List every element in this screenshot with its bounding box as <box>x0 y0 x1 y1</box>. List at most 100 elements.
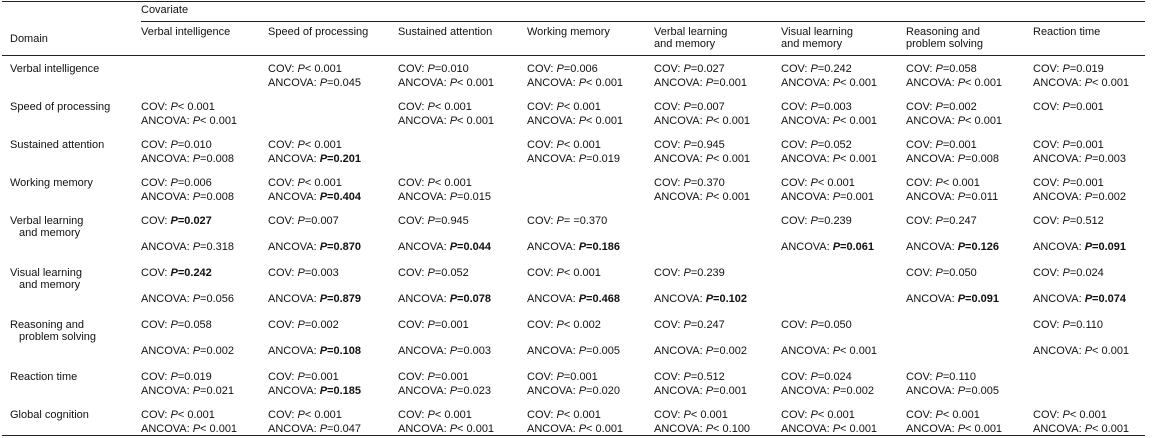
stat-label: COV: <box>906 371 933 383</box>
p-symbol: P <box>427 101 435 113</box>
p-value: < 0.001 <box>1069 409 1107 421</box>
p-value: < 0.001 <box>434 101 472 113</box>
p-value: < 0.001 <box>434 409 472 421</box>
ancova-line: ANCOVA: P=0.044 <box>398 241 491 254</box>
stat-label: ANCOVA: <box>781 345 830 357</box>
p-symbol: P <box>578 293 587 305</box>
cov-line: COV: P< 0.001 <box>527 267 601 280</box>
header-rule <box>2 55 1145 56</box>
stat-label: COV: <box>781 409 808 421</box>
stat-label: COV: <box>1033 215 1060 227</box>
ancova-line: ANCOVA: P=0.023 <box>398 385 491 398</box>
stat-label: ANCOVA: <box>781 77 830 89</box>
p-value: =0.007 <box>690 101 725 113</box>
stat-label: ANCOVA: <box>141 241 190 253</box>
stat-label: COV: <box>1033 63 1060 75</box>
p-value: =0.102 <box>713 293 747 305</box>
p-value: =0.110 <box>1069 319 1103 331</box>
p-value: < 0.002 <box>563 319 601 331</box>
ancova-line: ANCOVA: P=0.404 <box>268 191 361 204</box>
ancova-line: ANCOVA: P< 0.001 <box>781 77 877 90</box>
domain-label: problem solving <box>19 331 97 343</box>
stat-label: ANCOVA: <box>398 241 447 253</box>
p-symbol: P <box>1084 293 1093 305</box>
stat-label: ANCOVA: <box>527 153 576 165</box>
p-symbol: P <box>1062 267 1070 279</box>
p-value: =0.318 <box>200 241 234 253</box>
cov-line: COV: P< 0.001 <box>268 63 342 76</box>
p-symbol: P <box>832 423 841 435</box>
stat-label: COV: <box>398 267 425 279</box>
ancova-line: ANCOVA: P< 0.001 <box>781 115 877 128</box>
p-value: < 0.001 <box>817 409 855 421</box>
stat-label: ANCOVA: <box>906 115 955 127</box>
p-symbol: P <box>297 371 305 383</box>
p-value: =0.110 <box>942 371 976 383</box>
ancova-line: ANCOVA: P=0.021 <box>141 385 234 398</box>
p-symbol: P <box>810 215 818 227</box>
stat-label: ANCOVA: <box>268 385 317 397</box>
p-symbol: P <box>957 153 966 165</box>
p-value: =0.003 <box>817 101 852 113</box>
cov-line: COV: P=0.027 <box>141 215 212 228</box>
p-value: < 0.001 <box>965 77 1003 89</box>
ancova-line: ANCOVA: P=0.091 <box>906 293 999 306</box>
cov-line: COV: P=0.058 <box>141 319 212 332</box>
stat-label: ANCOVA: <box>268 423 317 435</box>
stat-label: COV: <box>268 319 295 331</box>
stat-label: COV: <box>268 215 295 227</box>
p-value: =0.002 <box>713 345 747 357</box>
p-value: < 0.001 <box>177 101 215 113</box>
covariate-rule <box>141 21 1145 22</box>
stat-label: COV: <box>141 177 168 189</box>
p-value: < 0.001 <box>304 63 342 75</box>
cov-line: COV: P=0.019 <box>1033 63 1104 76</box>
p-symbol: P <box>935 101 943 113</box>
p-value: < 0.001 <box>713 153 751 165</box>
p-value: =0.001 <box>713 77 747 89</box>
stat-label: ANCOVA: <box>906 191 955 203</box>
cov-line: COV: P< 0.001 <box>268 139 342 152</box>
stat-label: COV: <box>654 267 681 279</box>
p-symbol: P <box>297 139 305 151</box>
p-symbol: P <box>297 319 305 331</box>
p-value: =0.091 <box>965 293 999 305</box>
stat-label: ANCOVA: <box>654 77 703 89</box>
p-symbol: P <box>832 153 841 165</box>
p-symbol: P <box>427 371 435 383</box>
stat-label: ANCOVA: <box>398 115 447 127</box>
p-symbol: P <box>427 267 435 279</box>
ancova-line: ANCOVA: P=0.011 <box>906 191 998 204</box>
stat-label: COV: <box>1033 319 1060 331</box>
p-value: =0.006 <box>563 63 598 75</box>
stat-label: COV: <box>654 101 681 113</box>
stat-label: ANCOVA: <box>654 191 703 203</box>
stat-label: COV: <box>1033 409 1060 421</box>
p-symbol: P <box>832 345 841 357</box>
stat-label: ANCOVA: <box>398 191 447 203</box>
stat-label: COV: <box>654 319 681 331</box>
ancova-line: ANCOVA: P< 0.001 <box>1033 77 1129 90</box>
ancova-line: ANCOVA: P=0.056 <box>141 293 234 306</box>
p-symbol: P <box>319 153 328 165</box>
stat-label: ANCOVA: <box>527 423 576 435</box>
ancova-line: ANCOVA: P< 0.001 <box>527 77 623 90</box>
p-symbol: P <box>705 153 714 165</box>
ancova-line: ANCOVA: P=0.019 <box>527 153 620 166</box>
stat-label: COV: <box>654 177 681 189</box>
p-value: =0.001 <box>1069 101 1104 113</box>
ancova-line: ANCOVA: P=0.047 <box>268 423 361 436</box>
cov-line: COV: P=0.002 <box>268 319 339 332</box>
p-symbol: P <box>192 423 201 435</box>
p-symbol: P <box>427 409 435 421</box>
p-value: =0.056 <box>200 293 234 305</box>
domain-label: Speed of processing <box>10 101 111 113</box>
stat-label: COV: <box>527 409 554 421</box>
p-symbol: P <box>427 63 435 75</box>
stat-label: ANCOVA: <box>141 153 190 165</box>
ancova-line: ANCOVA: P< 0.001 <box>398 115 494 128</box>
p-symbol: P <box>810 63 818 75</box>
domain-label: Reasoning and <box>10 319 85 331</box>
p-value: =0.512 <box>1069 215 1104 227</box>
